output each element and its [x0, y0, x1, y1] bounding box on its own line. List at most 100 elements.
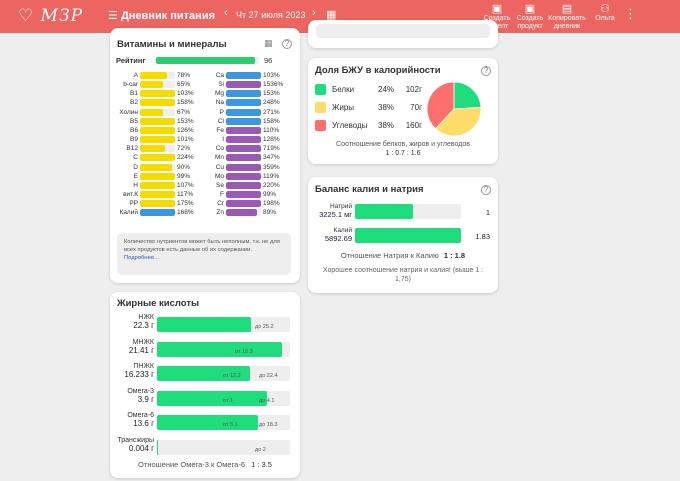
fatty-acid-amount: 21.41 г	[128, 345, 154, 355]
fatty-acid-bar-fill	[157, 415, 259, 430]
nutrient-bar	[226, 209, 261, 217]
nutrient-percent: 158%	[263, 117, 280, 125]
fatty-acid-bar: от 12.2 до 22.4	[157, 366, 290, 381]
nutrient-bar	[140, 145, 175, 153]
nutrient-bar-fill	[226, 90, 261, 98]
help-icon[interactable]: ?	[481, 66, 491, 76]
nutrient-bar	[140, 117, 175, 125]
macro-name: Жиры	[332, 103, 355, 112]
fatty-acid-row: Трансжиры 0.004 г до 2	[110, 437, 300, 459]
nutrient-label: H	[133, 181, 138, 189]
nutrient-bar	[140, 209, 175, 217]
fatty-acid-name: Трансжиры	[117, 436, 154, 444]
nutrient-row: H 107%	[110, 181, 198, 190]
main-menu-button[interactable]: ☰ Дневник питания	[108, 9, 215, 22]
nutrient-bar	[226, 108, 261, 116]
nutrient-row: B12 72%	[110, 145, 198, 153]
help-icon[interactable]: ?	[481, 185, 491, 195]
nutrient-label: Fe	[216, 126, 224, 134]
fatty-acid-label: Трансжиры 0.004 г	[117, 437, 154, 454]
nutrient-percent: 153%	[177, 117, 194, 125]
nutrient-row: Cu 359%	[198, 163, 294, 172]
nutrient-percent: 103%	[263, 72, 280, 79]
nutrient-bar-fill	[226, 154, 261, 162]
nutrient-bar	[140, 154, 175, 162]
note-box: Количество нутриентов может быть неполны…	[117, 233, 291, 275]
nutrient-row: Zn 89%	[198, 209, 294, 217]
nutrient-label: Cr	[217, 200, 224, 208]
fatty-acid-label: МНЖК 21.41 г	[129, 339, 154, 356]
page-title: Дневник питания	[120, 10, 216, 22]
nutrient-bar-fill	[226, 108, 261, 116]
date-label[interactable]: Чт 27 июля 2023	[236, 10, 306, 20]
nutrient-row: Se 220%	[198, 181, 294, 190]
fatty-acid-amount: 3.9 г	[137, 394, 154, 404]
more-link[interactable]: Подробнее...	[124, 255, 159, 261]
nutrient-percent: 271%	[263, 108, 280, 116]
nutrient-percent: 110%	[263, 126, 280, 134]
legend-swatch	[315, 120, 326, 131]
nutrient-label: P	[219, 108, 224, 116]
nutrient-bar	[140, 200, 175, 208]
nutrient-bar	[140, 90, 175, 98]
macros-pie-chart	[426, 81, 482, 137]
nutrient-percent: 119%	[263, 172, 280, 180]
calendar-icon[interactable]: ▦	[326, 9, 337, 21]
previous-card	[308, 20, 498, 48]
nutrient-bar-fill	[140, 126, 175, 134]
nutrient-bar	[140, 163, 175, 171]
nutrient-percent: 99%	[263, 190, 277, 198]
nutrient-bar-fill	[226, 163, 261, 171]
nutrient-percent: 347%	[263, 154, 280, 162]
nutrient-bar-fill	[140, 181, 175, 189]
nutrient-row: B1 103%	[110, 90, 198, 98]
nutrient-percent: 248%	[263, 99, 280, 107]
fatty-acid-bar-fill	[157, 439, 159, 455]
min-marker: от 5.1	[223, 422, 238, 428]
potassium-sodium-card: Баланс калия и натрия ? Натрий 3225.1 мг 1…	[308, 177, 498, 293]
fatty-acid-bar: до 2	[157, 439, 290, 455]
next-day-button[interactable]: ›	[312, 7, 316, 19]
kna-label: Натрий 3225.1 мг	[310, 203, 352, 218]
prev-day-button[interactable]: ‹	[224, 7, 228, 19]
help-icon[interactable]: ?	[282, 39, 292, 49]
nutrient-row: Холин 67%	[110, 108, 198, 117]
nutrient-bar-fill	[226, 181, 261, 189]
recipe-icon: ▣	[491, 3, 503, 15]
create-product-button[interactable]: ▣ Создать продукт	[514, 3, 546, 31]
max-marker: до 2	[255, 446, 266, 453]
nutrient-percent: 359%	[263, 163, 280, 171]
nutrient-bar-fill	[140, 163, 172, 171]
kna-name: Натрий	[329, 203, 352, 210]
nutrient-bar	[226, 181, 261, 189]
copy-icon: ▤	[561, 3, 573, 15]
nutrient-bar-fill	[226, 190, 261, 198]
nutrient-row: вит.К 117%	[110, 190, 198, 199]
kna-bar	[355, 228, 461, 243]
fatty-acid-name: Омега-6	[127, 412, 154, 419]
nutrient-percent: 103%	[177, 90, 194, 98]
nutrient-bar-fill	[226, 200, 261, 208]
macro-grams: 102г	[405, 85, 422, 94]
nutrient-label: B2	[130, 99, 138, 107]
nutrient-percent: 65%	[177, 81, 191, 89]
table-icon[interactable]: ▦	[264, 38, 273, 48]
more-options-icon[interactable]: ⋮	[624, 6, 637, 21]
nutrient-label: Mo	[214, 172, 224, 180]
nutrient-bar-fill	[226, 126, 261, 134]
rating-value: 96	[264, 56, 273, 65]
ratio-label: Отношение Натрия к Калию	[340, 251, 439, 260]
kna-comment: Хорошее соотношение натрия и калия! (выш…	[322, 267, 484, 283]
nutrient-label: Холин	[119, 108, 138, 116]
nutrient-label: Ca	[215, 72, 224, 79]
user-menu-button[interactable]: ⚇ Ольга	[592, 3, 618, 23]
logo[interactable]: ♡ МЗР	[18, 6, 83, 26]
nutrient-label: Mn	[214, 154, 224, 162]
nutrient-bar	[140, 99, 175, 107]
copy-diary-button[interactable]: ▤ Копировать дневник	[548, 3, 586, 31]
max-marker: до 18.3	[259, 422, 278, 428]
nutrient-label: Se	[216, 181, 224, 189]
fatty-acid-amount: 13.6 г	[133, 419, 154, 428]
nutrient-label: E	[133, 172, 138, 180]
nutrient-row: D 90%	[110, 163, 198, 172]
